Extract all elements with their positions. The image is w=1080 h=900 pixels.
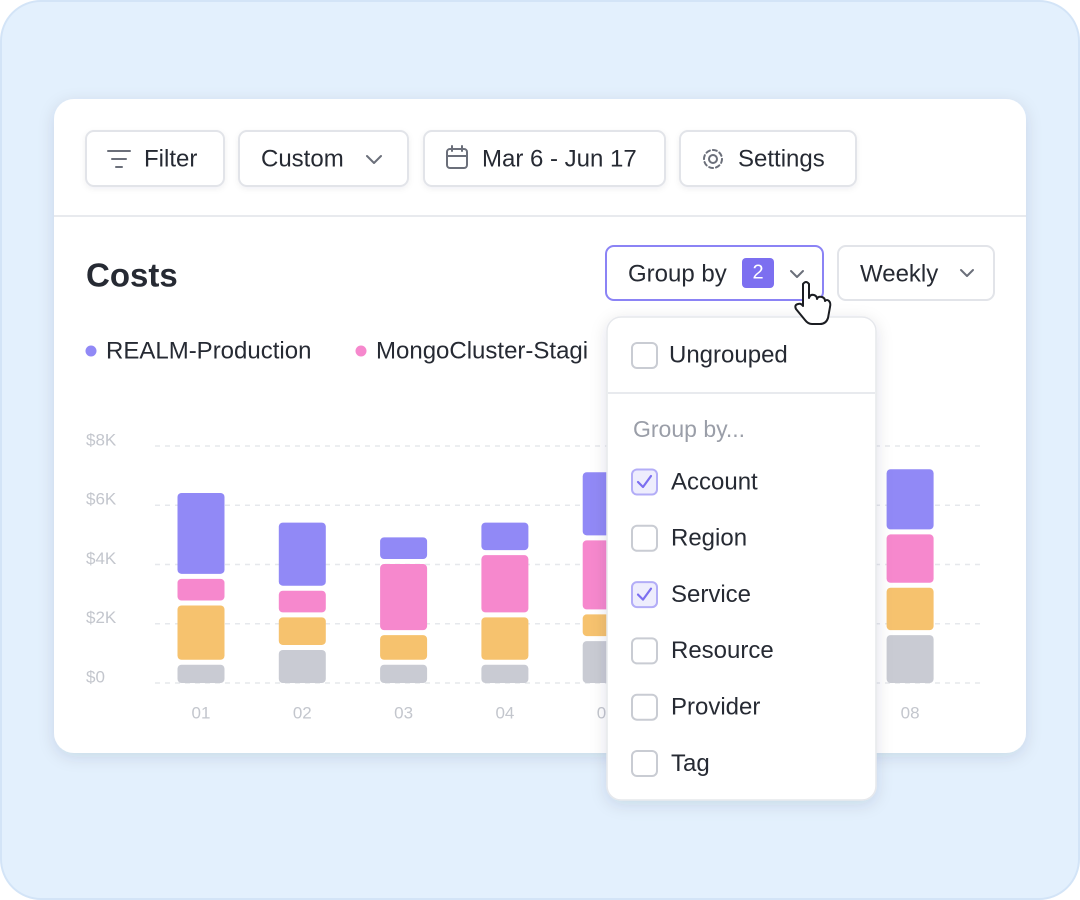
bar-segment [481, 664, 529, 683]
checkbox[interactable] [631, 693, 658, 721]
y-tick-label: $8K [86, 430, 117, 449]
gear-icon [703, 149, 723, 169]
bar-segment [278, 522, 326, 586]
bar-segment [886, 469, 934, 530]
chevron [960, 269, 974, 277]
dates-button[interactable] [423, 130, 666, 187]
dates-label: Mar 6 - Jun 17 [482, 145, 637, 172]
group-count: 2 [752, 261, 763, 283]
checkmark [636, 474, 653, 489]
checkbox[interactable] [631, 524, 658, 552]
filter-icon [107, 150, 131, 168]
checkbox[interactable] [631, 468, 658, 496]
settings-button[interactable] [679, 130, 857, 187]
legend-label: MongoCluster-Stagi [376, 337, 588, 364]
range-label: Custom [261, 145, 344, 172]
legend-dot [355, 345, 367, 357]
period-label: Weekly [860, 260, 938, 287]
x-tick-label: 04 [495, 703, 514, 722]
bar-segment [177, 605, 225, 660]
calendar-icon [446, 145, 468, 169]
bar-segment [380, 537, 428, 560]
x-tick-label: 01 [192, 703, 211, 722]
bar-segment [278, 649, 326, 683]
bar-segment [380, 664, 428, 683]
x-tick-label: 02 [293, 703, 312, 722]
x-tick-label: 03 [394, 703, 413, 722]
menu-option[interactable]: Service [671, 581, 751, 608]
group-by-label: Group by [628, 260, 727, 287]
bar-segment [481, 555, 529, 613]
y-tick-label: $6K [86, 490, 117, 509]
bar-segment [177, 492, 225, 574]
chevron [790, 270, 804, 278]
bar-segment [380, 635, 428, 660]
bar-segment [481, 617, 529, 660]
menu-option[interactable]: Tag [671, 750, 710, 777]
menu-option[interactable]: Account [671, 468, 758, 495]
filter-button[interactable] [85, 130, 225, 187]
chevron [366, 155, 382, 164]
menu-option[interactable]: Region [671, 525, 747, 552]
x-tick-label: 08 [901, 703, 920, 722]
checkmark [636, 587, 653, 601]
y-tick-label: $0 [86, 667, 105, 686]
cursor [794, 281, 832, 325]
legend-label: REALM-Production [106, 337, 311, 364]
legend-dot [85, 345, 97, 357]
group-by-menu: Ungrouped Group by... Account Region Servi… [606, 316, 877, 801]
menu-option[interactable]: Resource [671, 637, 774, 664]
bar-segment [278, 590, 326, 613]
bar-segment [481, 522, 529, 551]
settings-label: Settings [738, 145, 825, 172]
menu-panel [606, 316, 877, 801]
checkbox[interactable] [631, 581, 658, 609]
bar-segment [177, 664, 225, 683]
bar-segment [380, 564, 428, 631]
menu-heading: Group by... [633, 416, 745, 442]
checkbox[interactable] [631, 750, 658, 777]
checkbox[interactable] [631, 637, 658, 665]
bar-segment [886, 635, 934, 683]
chart: REALM-Production MongoCluster-Stagi $0 $2K $… [85, 337, 985, 722]
filter-label: Filter [144, 145, 197, 172]
bar-segment [886, 587, 934, 631]
range-button[interactable] [238, 130, 409, 187]
y-tick-label: $2K [86, 608, 117, 627]
y-tick-label: $4K [86, 549, 117, 568]
bar-segment [177, 578, 225, 601]
bar-segment [886, 534, 934, 583]
checkbox[interactable] [631, 342, 658, 369]
menu-option[interactable]: Provider [671, 694, 760, 721]
section-title: Costs [86, 257, 178, 294]
period-button[interactable] [837, 245, 995, 301]
bar-segment [278, 617, 326, 645]
menu-option[interactable]: Ungrouped [669, 341, 788, 368]
group-count-badge [742, 258, 774, 288]
